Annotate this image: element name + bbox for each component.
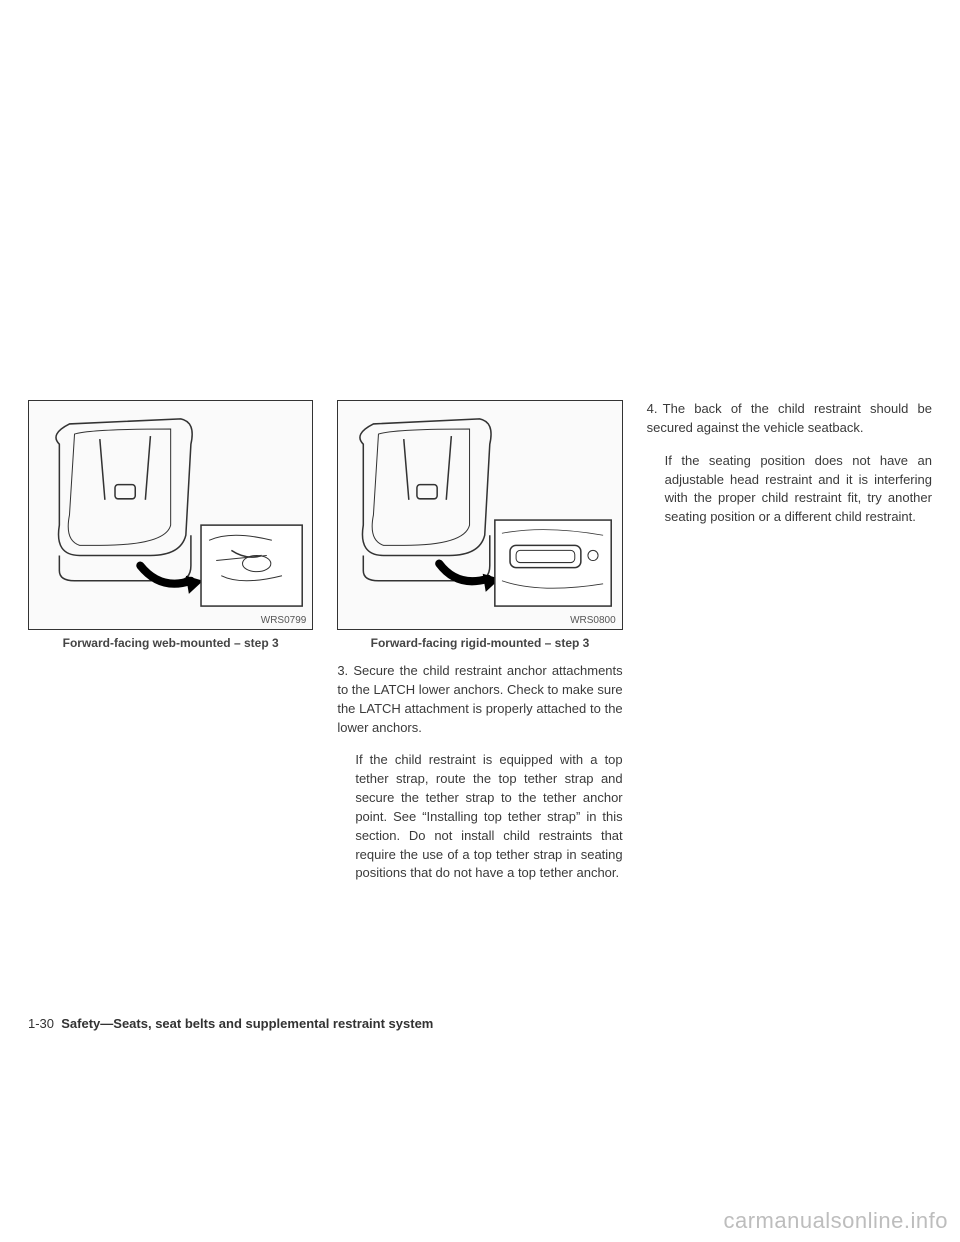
column-layout: WRS0799 Forward-facing web-mounted – ste… [28, 400, 932, 883]
figure-code-right: WRS0800 [570, 615, 616, 626]
figure-web-mounted: WRS0799 [28, 400, 313, 630]
column-middle: WRS0800 Forward-facing rigid-mounted – s… [337, 400, 622, 883]
figure-code-left: WRS0799 [261, 615, 307, 626]
step-4b-text: If the seating position does not have an… [647, 452, 932, 527]
step-4-body: The back of the child restraint should b… [647, 401, 932, 435]
figure-caption-right: Forward-facing rigid-mounted – step 3 [337, 636, 622, 650]
step-3-text: 3.Secure the child restraint anchor atta… [337, 662, 622, 737]
step-4-number: 4. [647, 400, 663, 419]
section-title: Safety—Seats, seat belts and supplementa… [61, 1016, 433, 1031]
step-4-text: 4.The back of the child restraint should… [647, 400, 932, 438]
column-right: 4.The back of the child restraint should… [647, 400, 932, 883]
page-footer: 1-30 Safety—Seats, seat belts and supple… [28, 1016, 433, 1031]
page-content: WRS0799 Forward-facing web-mounted – ste… [28, 400, 932, 883]
illustration-web-mounted [29, 401, 312, 629]
column-left: WRS0799 Forward-facing web-mounted – ste… [28, 400, 313, 883]
figure-caption-left: Forward-facing web-mounted – step 3 [28, 636, 313, 650]
page-number: 1-30 [28, 1016, 54, 1031]
step-3-number: 3. [337, 662, 353, 681]
watermark: carmanualsonline.info [723, 1208, 948, 1234]
illustration-rigid-mounted [338, 401, 621, 629]
step-3b-text: If the child restraint is equipped with … [337, 751, 622, 883]
figure-rigid-mounted: WRS0800 [337, 400, 622, 630]
step-3-body: Secure the child restraint anchor attach… [337, 663, 622, 735]
